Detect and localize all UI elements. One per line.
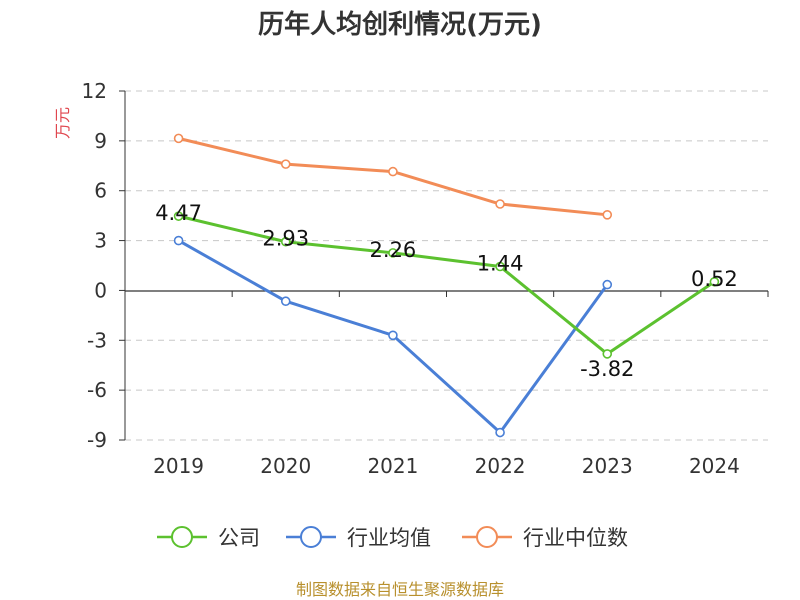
x-tick-label: 2024 (689, 454, 740, 478)
data-point (388, 166, 398, 177)
x-tick-label: 2022 (475, 454, 526, 478)
y-tick-label: 0 (94, 278, 107, 302)
legend-item: 行业均值 (286, 526, 431, 550)
y-tick-label: -9 (87, 428, 107, 452)
x-tick-label: 2019 (153, 454, 204, 478)
data-point (709, 276, 720, 287)
series-line (178, 214, 716, 356)
y-tick-label: 9 (94, 129, 107, 153)
x-tick-label: 2023 (582, 454, 633, 478)
data-point (602, 349, 613, 359)
series-line (178, 136, 608, 217)
data-point (495, 427, 505, 438)
series-layer (173, 133, 720, 438)
data-point (388, 248, 398, 258)
legend-label: 公司 (218, 526, 260, 550)
y-tick-label: 6 (94, 179, 107, 203)
data-point (280, 296, 291, 307)
axis-layer: 12 9 6 3 0 -3 -6 -9 2019 2020 2021 2022 2023 2024 (82, 79, 769, 478)
data-point (495, 261, 505, 272)
x-tick-label: 2021 (367, 454, 418, 478)
data-label: 1.44 (477, 251, 524, 275)
legend-item: 行业中位数 (462, 526, 628, 550)
grid-layer (125, 90, 768, 441)
legend-swatch-marker (476, 526, 498, 548)
legend-swatch-marker (171, 526, 193, 548)
y-tick-label: 12 (82, 79, 107, 103)
data-label: 2.26 (370, 238, 417, 262)
data-point (173, 133, 184, 144)
data-label: 0.52 (691, 267, 738, 291)
data-point (602, 279, 613, 290)
legend: 公司 行业均值 行业中位数 (157, 526, 628, 550)
legend-label: 行业中位数 (523, 526, 628, 550)
data-label: 4.47 (155, 201, 202, 225)
data-point (388, 330, 398, 341)
y-tick-label: -6 (87, 378, 107, 402)
legend-swatch-marker (300, 526, 322, 548)
y-axis-label: 万元 (53, 107, 72, 139)
legend-item: 公司 (157, 526, 260, 550)
data-label: -3.82 (580, 357, 634, 381)
x-tick-label: 2020 (260, 454, 311, 478)
y-tick-label: 3 (94, 229, 107, 253)
legend-label: 行业均值 (347, 526, 431, 550)
data-label: 2.93 (262, 227, 309, 251)
source-note: 制图数据来自恒生聚源数据库 (296, 580, 504, 599)
data-label-layer: 4.47 2.93 2.26 1.44 -3.82 0.52 (155, 201, 738, 381)
data-point (280, 159, 291, 169)
chart-title: 历年人均创利情况(万元) (258, 9, 542, 40)
data-point (280, 236, 291, 247)
data-point (495, 199, 505, 209)
y-tick-label: -3 (87, 328, 107, 352)
data-point (602, 210, 613, 220)
data-point (173, 211, 184, 221)
data-point (173, 235, 184, 246)
